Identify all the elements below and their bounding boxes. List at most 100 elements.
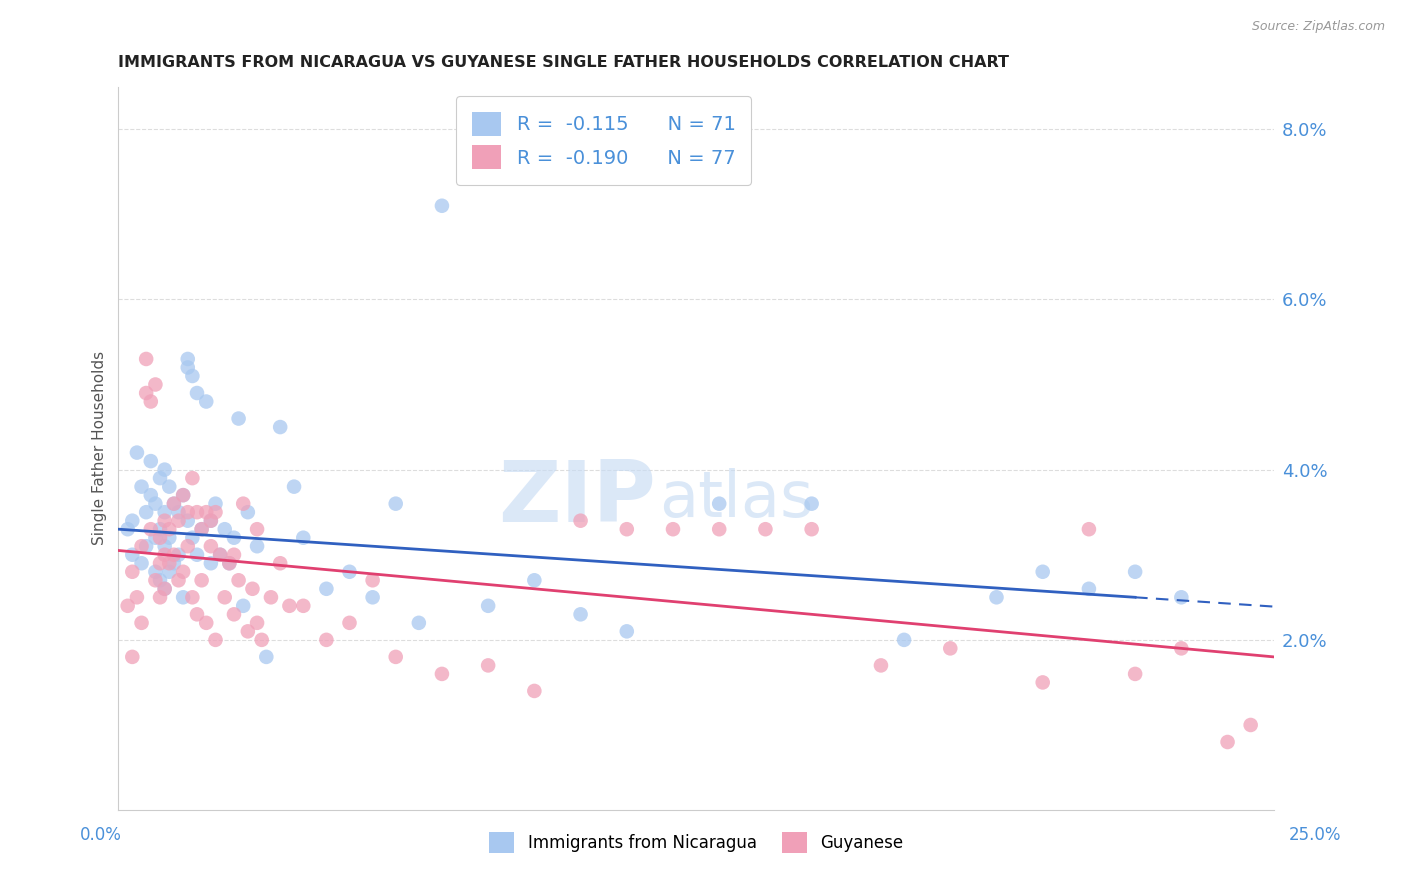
- Point: [800, 522, 823, 536]
- Point: [149, 531, 172, 545]
- Point: [190, 574, 212, 588]
- Y-axis label: Single Father Households: Single Father Households: [93, 351, 107, 545]
- Point: [662, 522, 685, 536]
- Point: [523, 684, 546, 698]
- Point: [177, 351, 200, 366]
- Point: [157, 565, 180, 579]
- Point: [1240, 718, 1263, 732]
- Point: [167, 574, 190, 588]
- Point: [131, 480, 153, 494]
- Point: [190, 522, 212, 536]
- Point: [145, 531, 167, 545]
- Point: [186, 505, 208, 519]
- Point: [278, 599, 301, 613]
- Point: [121, 548, 143, 562]
- Point: [1216, 735, 1239, 749]
- Point: [153, 582, 176, 596]
- Point: [269, 420, 291, 434]
- Point: [222, 548, 245, 562]
- Point: [195, 505, 218, 519]
- Point: [181, 591, 204, 605]
- Point: [145, 497, 167, 511]
- Point: [269, 556, 291, 570]
- Point: [121, 565, 143, 579]
- Point: [135, 351, 157, 366]
- Point: [477, 658, 499, 673]
- Point: [1170, 641, 1192, 656]
- Legend: R =  -0.115  N = 71, R =  -0.190  N = 77: R = -0.115 N = 71, R = -0.190 N = 77: [457, 96, 751, 185]
- Point: [117, 599, 139, 613]
- Point: [186, 548, 208, 562]
- Point: [204, 497, 226, 511]
- Point: [149, 574, 172, 588]
- Point: [384, 649, 406, 664]
- Point: [709, 497, 731, 511]
- Point: [1123, 667, 1146, 681]
- Point: [1032, 565, 1054, 579]
- Point: [172, 591, 194, 605]
- Point: [163, 556, 186, 570]
- Point: [477, 599, 499, 613]
- Point: [139, 454, 162, 468]
- Point: [569, 514, 592, 528]
- Point: [163, 548, 186, 562]
- Point: [157, 556, 180, 570]
- Point: [361, 574, 384, 588]
- Point: [167, 514, 190, 528]
- Point: [254, 649, 277, 664]
- Point: [200, 514, 222, 528]
- Point: [246, 615, 269, 630]
- Point: [292, 531, 315, 545]
- Point: [181, 369, 204, 384]
- Point: [190, 522, 212, 536]
- Point: [616, 522, 638, 536]
- Point: [117, 522, 139, 536]
- Point: [236, 505, 259, 519]
- Point: [153, 514, 176, 528]
- Text: atlas: atlas: [659, 468, 814, 530]
- Point: [135, 386, 157, 401]
- Point: [242, 582, 264, 596]
- Point: [153, 505, 176, 519]
- Point: [177, 360, 200, 375]
- Point: [195, 394, 218, 409]
- Point: [181, 471, 204, 485]
- Point: [384, 497, 406, 511]
- Point: [430, 199, 453, 213]
- Point: [172, 488, 194, 502]
- Point: [569, 607, 592, 622]
- Point: [228, 411, 250, 425]
- Point: [172, 488, 194, 502]
- Point: [339, 615, 361, 630]
- Text: 25.0%: 25.0%: [1288, 826, 1341, 844]
- Point: [232, 599, 254, 613]
- Point: [1077, 522, 1099, 536]
- Point: [1123, 565, 1146, 579]
- Point: [523, 574, 546, 588]
- Point: [145, 377, 167, 392]
- Point: [153, 548, 176, 562]
- Point: [131, 539, 153, 553]
- Point: [754, 522, 776, 536]
- Point: [222, 531, 245, 545]
- Point: [149, 556, 172, 570]
- Point: [893, 632, 915, 647]
- Point: [125, 591, 148, 605]
- Point: [195, 615, 218, 630]
- Point: [260, 591, 283, 605]
- Point: [131, 615, 153, 630]
- Point: [292, 599, 315, 613]
- Point: [228, 574, 250, 588]
- Point: [135, 539, 157, 553]
- Point: [339, 565, 361, 579]
- Point: [214, 591, 236, 605]
- Point: [214, 522, 236, 536]
- Text: ZIP: ZIP: [498, 458, 655, 541]
- Point: [1077, 582, 1099, 596]
- Point: [236, 624, 259, 639]
- Point: [139, 522, 162, 536]
- Point: [222, 607, 245, 622]
- Point: [177, 539, 200, 553]
- Point: [232, 497, 254, 511]
- Point: [870, 658, 893, 673]
